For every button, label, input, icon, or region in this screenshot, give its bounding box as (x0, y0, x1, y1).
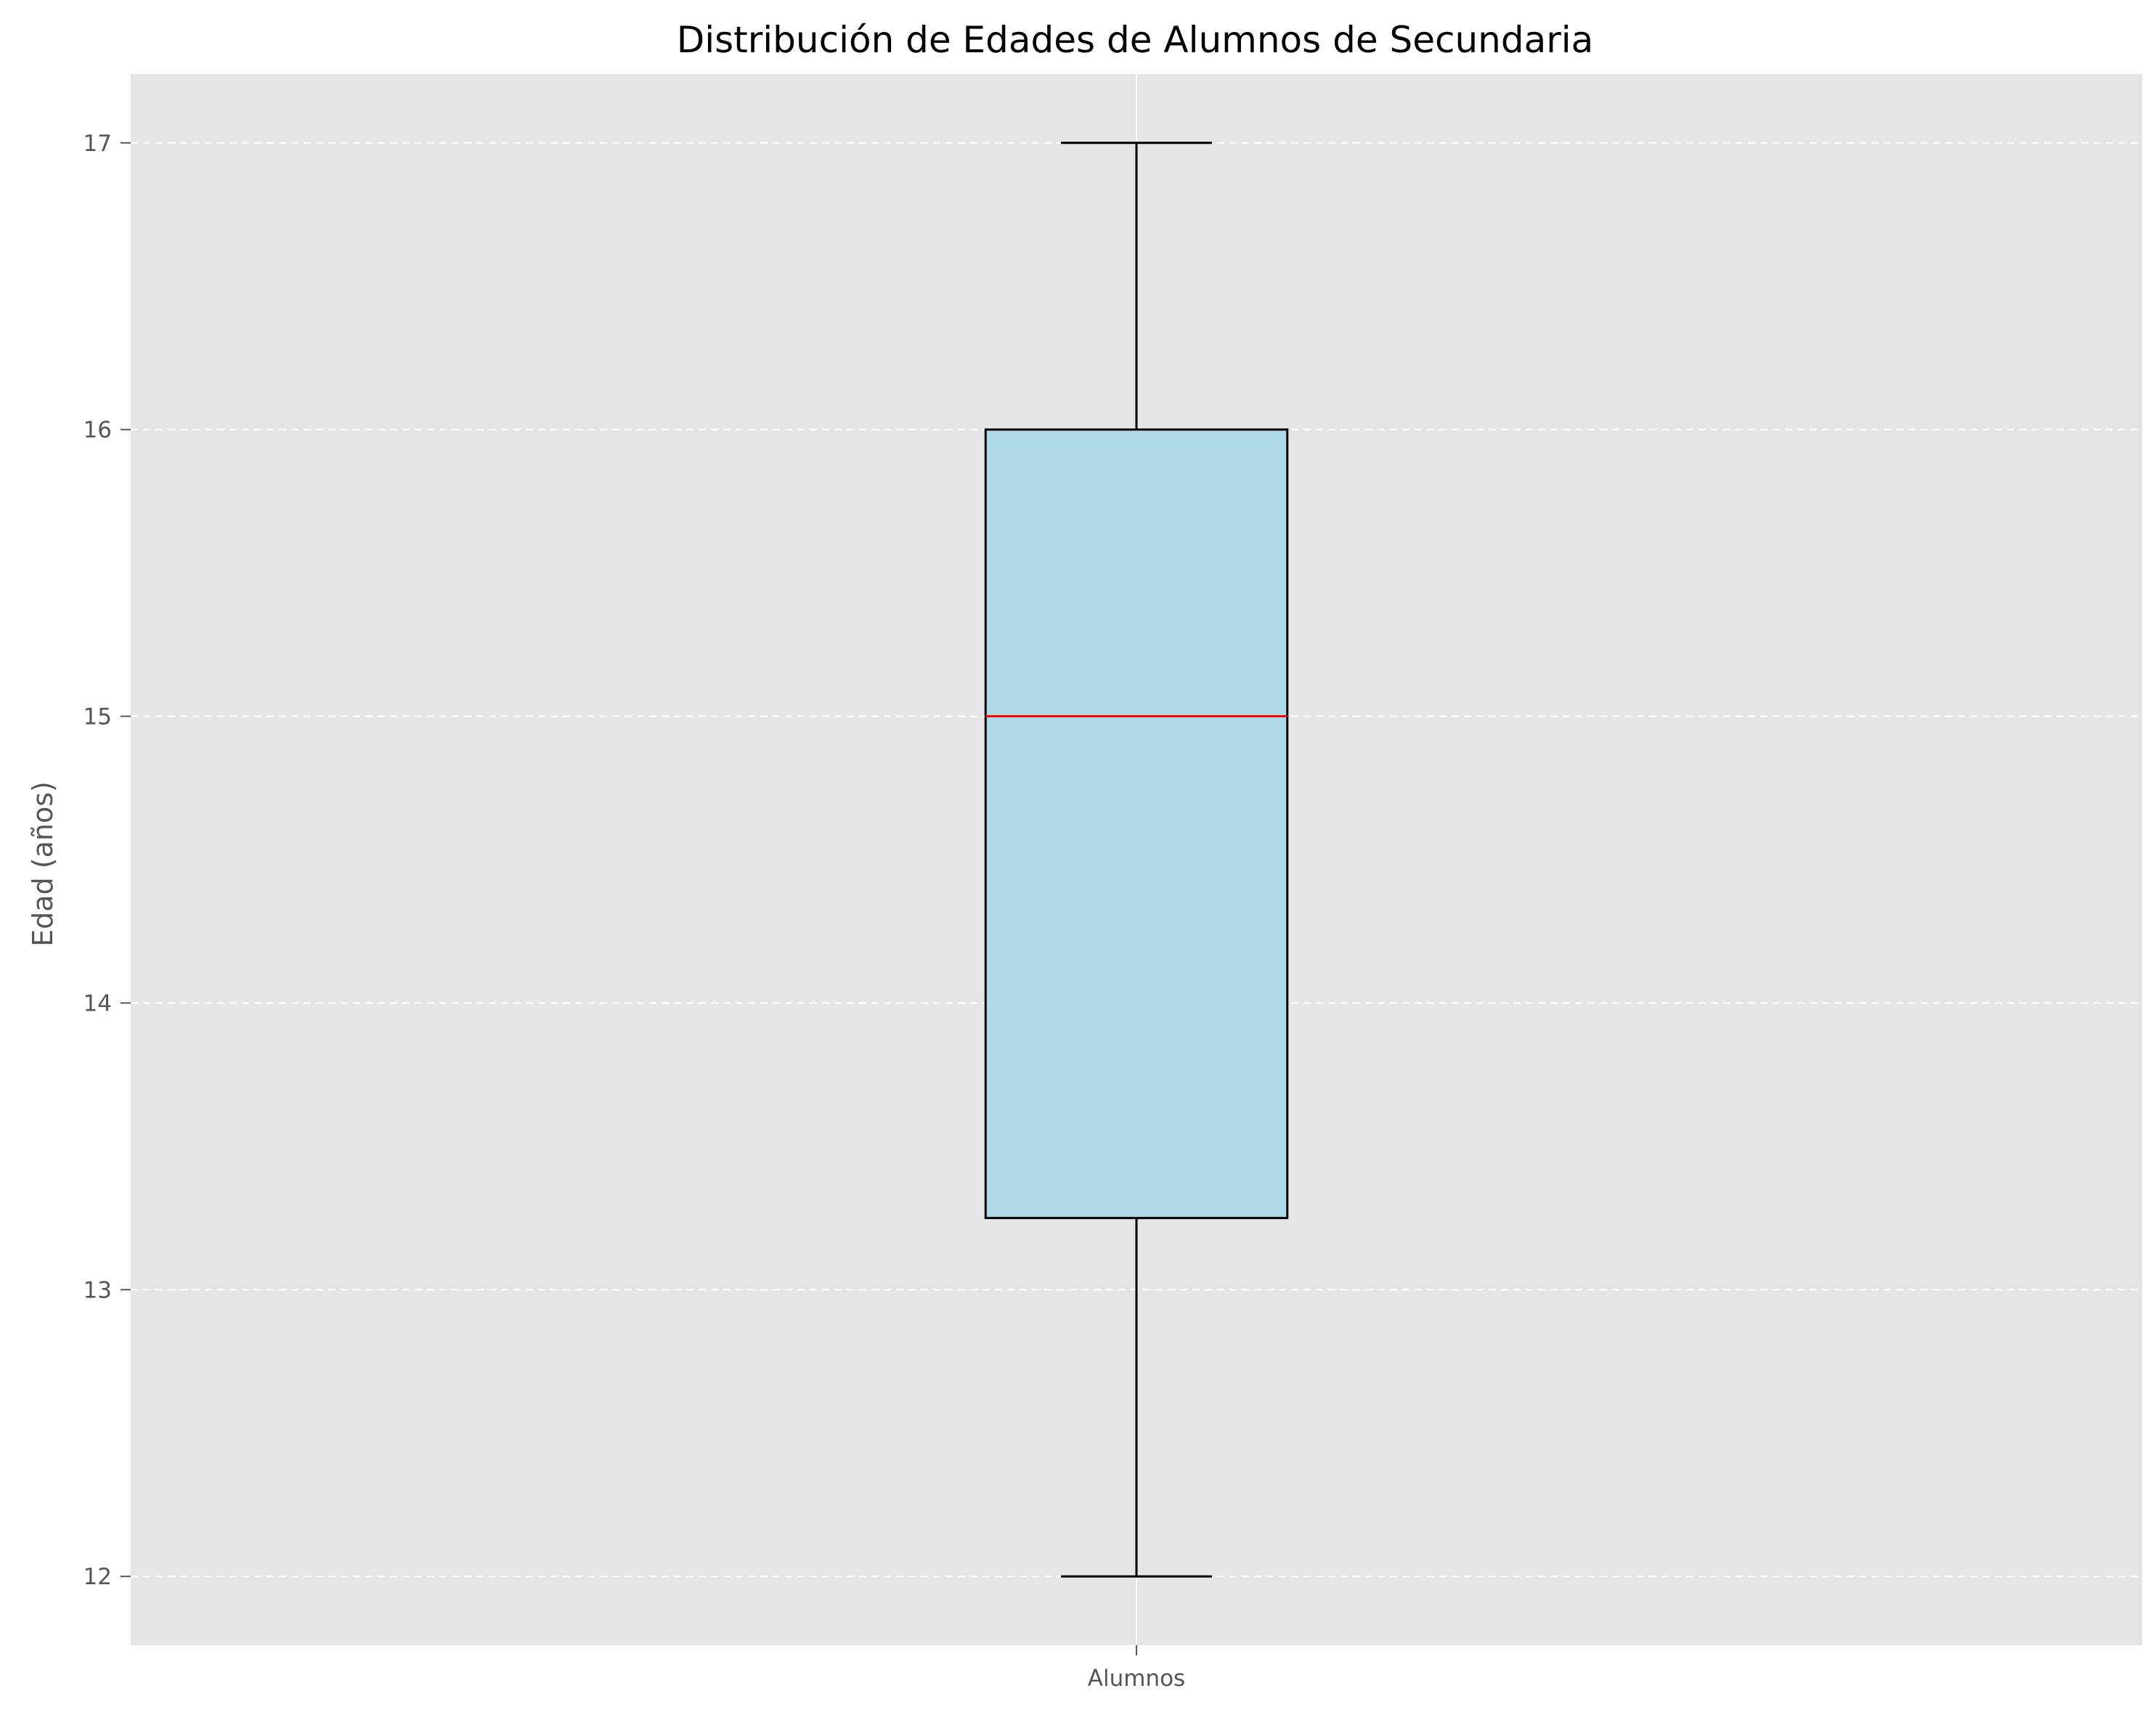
y-tick-label: 16 (84, 417, 112, 444)
y-tick-label: 15 (84, 704, 112, 730)
tick-layer: Alumnos 12 13 14 15 16 17 (84, 131, 1186, 1692)
y-tick-label: 13 (84, 1277, 112, 1303)
box-layer (984, 142, 1289, 1578)
y-axis-label: Edad (años) (27, 781, 59, 947)
y-tick-label: 12 (84, 1564, 112, 1590)
x-tick-label: Alumnos (1088, 1666, 1185, 1692)
y-tick-label: 14 (84, 990, 112, 1016)
chart-title: Distribución de Edades de Alumnos de Sec… (677, 19, 1594, 61)
iqr-box (984, 428, 1289, 1220)
y-tick-label: 17 (84, 131, 112, 157)
